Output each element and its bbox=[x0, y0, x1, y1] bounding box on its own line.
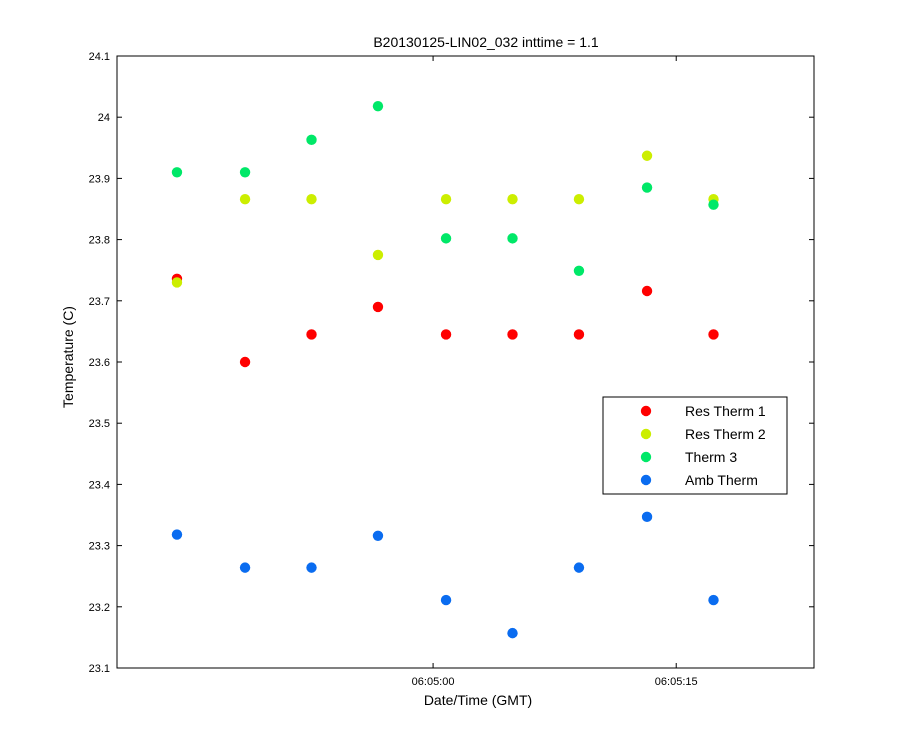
point-res-therm-2 bbox=[440, 194, 452, 205]
point-res-therm-1 bbox=[507, 329, 518, 340]
y-tick-label: 23.3 bbox=[89, 541, 110, 553]
y-axis-label: Temperature (C) bbox=[60, 306, 76, 408]
point-amb-therm bbox=[641, 511, 653, 523]
point-res-therm-2 bbox=[507, 194, 518, 205]
y-tick-label: 23.7 bbox=[89, 296, 110, 308]
point-amb-therm bbox=[306, 562, 317, 573]
legend-marker-amb-therm bbox=[640, 474, 652, 486]
point-res-therm-1 bbox=[641, 285, 653, 297]
point-res-therm-2 bbox=[641, 150, 653, 161]
point-therm-3 bbox=[171, 167, 183, 178]
legend-marker-res-therm-2 bbox=[640, 428, 652, 440]
y-tick-label: 24 bbox=[98, 112, 110, 124]
point-therm-3 bbox=[641, 182, 653, 193]
y-tick-label: 24.1 bbox=[89, 51, 110, 63]
legend-marker-res-therm-1 bbox=[640, 405, 652, 417]
point-amb-therm bbox=[171, 529, 183, 540]
point-res-therm-2 bbox=[239, 194, 251, 205]
y-tick-label: 23.6 bbox=[89, 357, 110, 369]
point-res-therm-2 bbox=[306, 194, 317, 205]
legend: Res Therm 1 Res Therm 2 Therm 3 Amb Therm bbox=[602, 396, 788, 495]
legend-marker-therm-3 bbox=[640, 451, 652, 463]
y-tick-label: 23.2 bbox=[89, 602, 110, 614]
point-res-therm-2 bbox=[573, 194, 585, 205]
point-amb-therm bbox=[372, 530, 384, 542]
point-res-therm-1 bbox=[306, 329, 317, 340]
x-axis-label: Date/Time (GMT) bbox=[424, 692, 532, 708]
legend-label-amb-therm: Amb Therm bbox=[685, 472, 758, 488]
plot-area bbox=[116, 55, 815, 669]
legend-label-therm-3: Therm 3 bbox=[685, 449, 737, 465]
point-amb-therm bbox=[440, 594, 452, 606]
legend-box bbox=[602, 396, 788, 495]
data-points bbox=[171, 100, 719, 639]
y-tick-label: 23.5 bbox=[89, 418, 110, 430]
legend-label-res-therm-1: Res Therm 1 bbox=[685, 403, 766, 419]
point-res-therm-1 bbox=[573, 329, 585, 340]
y-tick-label: 23.1 bbox=[89, 663, 110, 675]
point-res-therm-2 bbox=[171, 277, 183, 288]
x-axis-ticks: 06:05:00 06:05:15 bbox=[412, 56, 698, 688]
point-therm-3 bbox=[239, 167, 251, 178]
y-tick-label: 23.9 bbox=[89, 173, 110, 185]
point-therm-3 bbox=[306, 134, 317, 146]
x-tick-label: 06:05:15 bbox=[655, 676, 698, 688]
point-therm-3 bbox=[708, 199, 719, 210]
point-res-therm-1 bbox=[372, 301, 384, 313]
y-axis-ticks: 23.1 23.2 23.3 23.4 23.5 23.6 23.7 23.8 23.9 24 24… bbox=[89, 51, 814, 675]
point-therm-3 bbox=[573, 265, 585, 277]
x-tick-label: 06:05:00 bbox=[412, 676, 455, 688]
point-therm-3 bbox=[507, 233, 518, 244]
point-therm-3 bbox=[372, 100, 384, 112]
point-res-therm-1 bbox=[440, 329, 452, 340]
y-tick-label: 23.8 bbox=[89, 235, 110, 247]
chart-title: B20130125-LIN02_032 inttime = 1.1 bbox=[373, 34, 599, 50]
point-therm-3 bbox=[440, 233, 452, 244]
point-res-therm-1 bbox=[239, 356, 251, 368]
point-amb-therm bbox=[507, 627, 518, 639]
point-amb-therm bbox=[573, 562, 585, 573]
point-amb-therm bbox=[708, 594, 719, 606]
point-amb-therm bbox=[239, 562, 251, 573]
y-tick-label: 23.4 bbox=[89, 479, 110, 491]
point-res-therm-1 bbox=[708, 329, 719, 340]
point-res-therm-2 bbox=[372, 249, 384, 261]
legend-label-res-therm-2: Res Therm 2 bbox=[685, 426, 766, 442]
